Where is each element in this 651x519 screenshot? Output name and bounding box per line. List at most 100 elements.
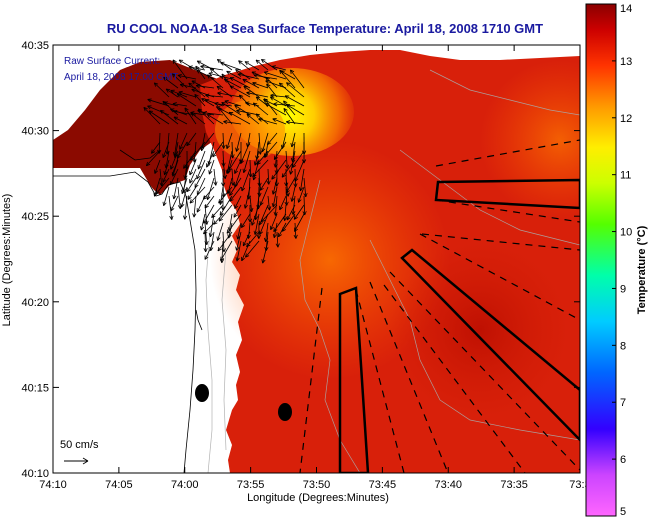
current-vector (252, 81, 269, 89)
current-vector (218, 107, 233, 125)
current-vector (235, 132, 242, 152)
colorbar-tick-label: 6 (620, 454, 626, 466)
current-vector (256, 222, 261, 239)
map-plot-area (53, 45, 580, 473)
current-vector (259, 213, 269, 235)
current-vector (194, 94, 206, 107)
current-vector (243, 186, 251, 209)
current-vector (188, 65, 206, 71)
current-vector (212, 141, 224, 158)
current-vector (258, 204, 269, 226)
current-vector (229, 85, 251, 98)
current-vector (171, 159, 179, 177)
current-vector (180, 186, 188, 208)
scale-vector (64, 457, 89, 465)
current-vector (235, 231, 242, 251)
current-vector (226, 159, 233, 174)
current-vector (172, 102, 188, 107)
colorbar-tick-label: 12 (620, 113, 632, 125)
current-vector (238, 60, 251, 71)
current-vector (172, 177, 179, 200)
current-vector (189, 186, 206, 204)
current-vector (260, 204, 278, 223)
current-vector (208, 72, 233, 80)
x-tick-label: 73:40 (434, 479, 462, 491)
current-vector (181, 177, 188, 195)
x-tick-label: 73:3 (569, 479, 590, 491)
current-vector (234, 159, 242, 174)
current-vector (238, 94, 251, 107)
x-axis-label: Longitude (Degrees:Minutes) (247, 492, 389, 504)
current-vector (186, 132, 197, 147)
current-vector (186, 177, 197, 193)
current-vector (284, 150, 290, 169)
current-vector (233, 204, 242, 218)
y-axis-ticks: 40:35 40:30 40:25 40:20 40:15 40:10 (21, 40, 580, 480)
current-vector (223, 78, 242, 89)
current-vector (258, 117, 278, 125)
current-vector (178, 59, 197, 71)
current-vector (259, 186, 269, 206)
current-vector (200, 64, 224, 71)
current-vector (293, 222, 298, 239)
x-axis-ticks: 74:10 74:05 74:00 73:55 73:50 73:45 73:40 73:35… (39, 45, 591, 491)
y-tick-label: 40:20 (21, 297, 49, 309)
current-vector (208, 159, 215, 175)
x-tick-label: 73:50 (303, 479, 331, 491)
bathymetry-contours (205, 69, 580, 473)
current-vector (151, 141, 161, 154)
current-vector (216, 222, 224, 241)
current-vector (184, 107, 197, 125)
colorbar-tick-label: 14 (620, 3, 632, 15)
current-vector (283, 100, 296, 116)
current-vector (255, 59, 269, 71)
current-vector (261, 240, 269, 264)
current-vector (241, 240, 251, 262)
current-vector (220, 61, 242, 71)
colorbar-tick-label: 13 (620, 56, 632, 68)
current-vector (271, 65, 287, 71)
current-vector (293, 168, 298, 188)
current-vector (224, 100, 242, 107)
y-tick-label: 40:10 (21, 468, 49, 480)
current-vector (170, 195, 179, 212)
current-vector (147, 105, 170, 116)
current-vector (261, 132, 269, 152)
current-vector (206, 150, 215, 168)
current-vector (271, 186, 278, 208)
current-vector (278, 82, 296, 98)
current-vector (145, 150, 161, 167)
current-vector (283, 108, 296, 125)
current-vector (159, 168, 164, 187)
current-vector (245, 240, 260, 258)
current-vector (242, 231, 251, 247)
current-vector (221, 132, 226, 149)
current-vector (286, 82, 305, 98)
current-vector (165, 88, 179, 98)
current-vector (247, 204, 253, 223)
current-vector (229, 177, 242, 196)
current-vector (259, 177, 269, 191)
current-vector (303, 177, 308, 198)
map-title: RU COOL NOAA-18 Sea Surface Temperature:… (107, 21, 543, 36)
current-vector (285, 103, 305, 116)
current-vector (160, 109, 179, 125)
current-vector (209, 67, 224, 80)
current-vector (162, 141, 170, 158)
current-vector (154, 159, 161, 174)
current-vector (242, 78, 260, 89)
current-vector (182, 195, 188, 220)
current-vector (207, 74, 224, 89)
current-vector (286, 204, 296, 221)
current-vector (271, 159, 287, 180)
colorbar-tick-label: 11 (620, 170, 631, 182)
y-tick-label: 40:15 (21, 382, 49, 394)
current-vector (176, 93, 197, 107)
colorbar-tick-label: 9 (620, 283, 626, 295)
current-vector (290, 186, 296, 202)
current-vector (220, 240, 233, 262)
current-vector (302, 195, 307, 216)
current-vector (253, 73, 278, 80)
current-vector (290, 69, 305, 89)
